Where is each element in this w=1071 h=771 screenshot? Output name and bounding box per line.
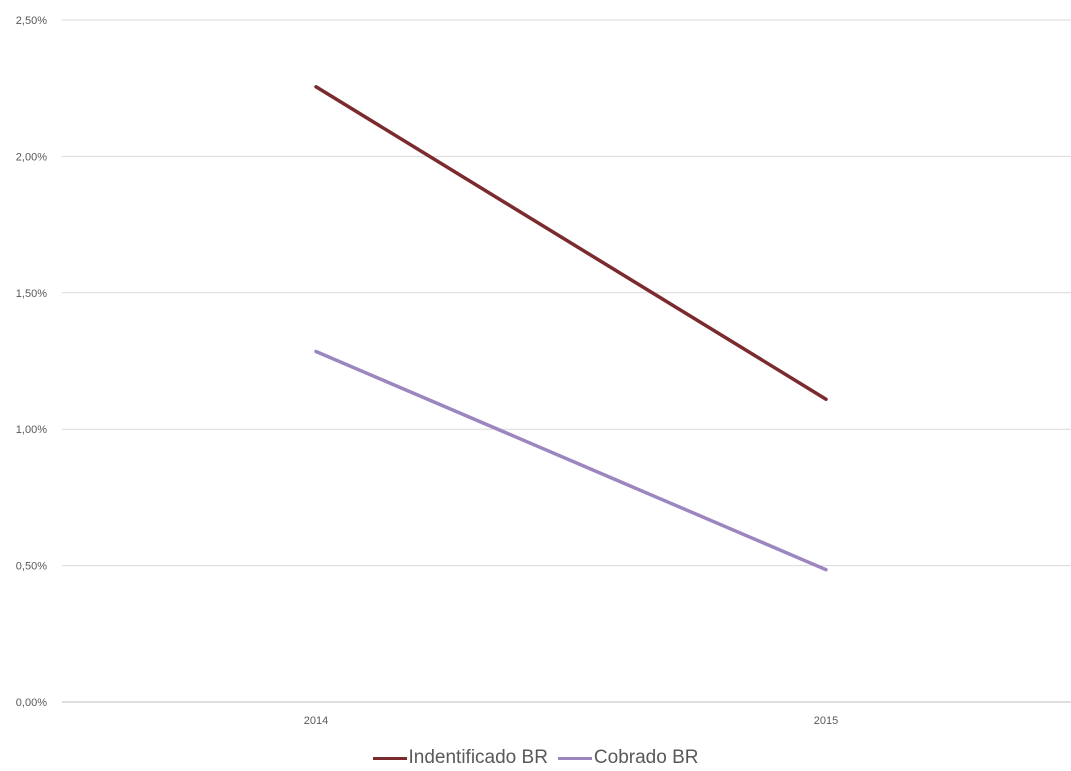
legend-swatch-identificado [372,756,407,760]
y-tick-label: 0,50% [16,561,47,573]
x-tick-label: 2014 [304,715,328,727]
gridlines [62,19,1071,703]
series-line-0 [314,85,828,401]
legend-label-identificado: Indentificado BR [408,747,548,768]
y-tick-label: 1,00% [16,424,47,436]
legend-swatch-cobrado [557,756,592,760]
y-axis-tick-labels: 0,00% 0,50% 1,00% 1,50% 2,00% 2,50% [16,15,47,709]
series-line-1 [314,349,828,572]
x-axis-tick-labels: 2014 2015 [304,715,838,727]
x-tick-label: 2015 [814,715,838,727]
y-tick-label: 0,00% [16,697,47,709]
legend-item-cobrado: Cobrado BR [557,747,699,769]
line-chart: 0,00% 0,50% 1,00% 1,50% 2,00% 2,50% 2014 2015 [16,15,1071,727]
y-tick-label: 2,50% [16,15,47,27]
legend: Indentificado BR Cobrado BR [0,745,1071,771]
series-lines [314,85,828,572]
y-tick-label: 2,00% [16,151,47,163]
legend-label-cobrado: Cobrado BR [593,747,699,768]
y-tick-label: 1,50% [16,288,47,300]
legend-item-identificado: Indentificado BR [372,747,548,769]
